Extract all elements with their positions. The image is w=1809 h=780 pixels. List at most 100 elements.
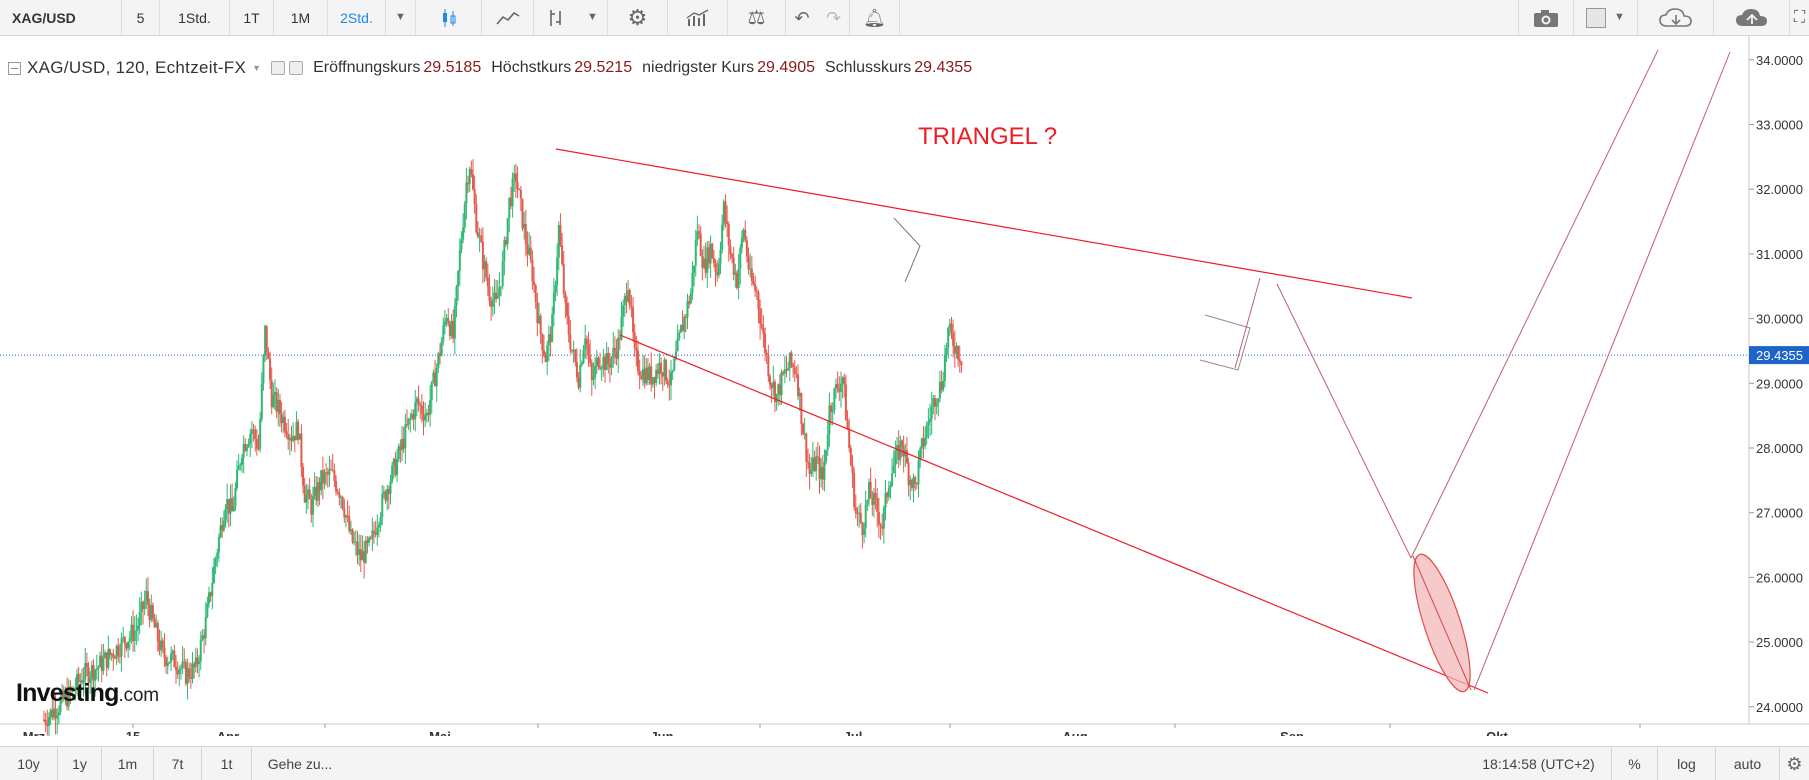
candle-body — [637, 350, 639, 371]
low-value: 29.4905 — [757, 59, 815, 76]
line-chart-button[interactable] — [482, 0, 534, 35]
screenshot-button[interactable] — [1518, 0, 1574, 35]
candle-body — [460, 239, 463, 250]
log-label: log — [1677, 755, 1696, 772]
candle-body — [679, 325, 682, 333]
candle-body — [241, 458, 243, 465]
candle-body — [755, 290, 758, 293]
candle-body — [62, 690, 65, 700]
candle-body — [808, 462, 811, 474]
candle-body — [960, 361, 963, 366]
interval-2std-label: 2Std. — [340, 9, 373, 26]
alert-button[interactable]: 🔔︎ — [850, 0, 900, 35]
price-chart[interactable]: 24.0000 25.0000 26.0000 27.0000 28.0000 29.00… — [0, 36, 1809, 736]
candle-body — [227, 499, 230, 514]
candle-body — [729, 245, 732, 255]
candle-body — [585, 338, 588, 345]
candle-body — [404, 424, 407, 449]
compare-button[interactable]: ⚖ — [728, 0, 786, 35]
candle-body — [856, 513, 859, 515]
indicators-button[interactable] — [668, 0, 728, 35]
candle-body — [133, 630, 136, 641]
settings-small-icon[interactable] — [289, 61, 304, 75]
legend-collapse-icon[interactable] — [8, 61, 21, 75]
candle-body — [661, 372, 664, 377]
clock-timezone[interactable]: 18:14:58 (UTC+2) — [1466, 747, 1612, 780]
range-10y[interactable]: 10y — [0, 747, 58, 780]
candle-body — [231, 498, 234, 512]
x-tick-label: Apr — [217, 729, 239, 736]
candle-body — [887, 487, 890, 498]
candle-body — [176, 669, 179, 675]
bar-chart-button[interactable] — [534, 0, 578, 35]
save-layout-button[interactable] — [1714, 0, 1790, 35]
candle-body — [501, 260, 504, 287]
candle-body — [51, 709, 54, 718]
interval-dropdown[interactable]: ▼ — [386, 0, 416, 35]
candle-body — [874, 492, 877, 498]
candle-body — [541, 333, 544, 351]
candle-body — [947, 327, 950, 348]
symbol-selector[interactable]: XAG/USD — [0, 0, 122, 35]
candle-body — [528, 247, 531, 255]
candle-body — [724, 201, 727, 222]
layout-dropdown[interactable]: ▼ — [1574, 0, 1638, 35]
bottom-settings-button[interactable]: ⚙ — [1780, 747, 1809, 780]
chart-type-dropdown[interactable]: ▼ — [578, 0, 608, 35]
candle-body — [303, 485, 306, 503]
candle-body — [825, 449, 828, 462]
auto-toggle[interactable]: auto — [1716, 747, 1780, 780]
candle-body — [800, 392, 803, 424]
caret-down-icon[interactable]: ▼ — [252, 62, 262, 73]
candle-body — [214, 558, 217, 567]
candle-body — [236, 470, 239, 489]
candle-body — [785, 369, 788, 371]
range-7t[interactable]: 7t — [154, 747, 202, 780]
candle-body — [775, 394, 778, 403]
range-1m[interactable]: 1m — [102, 747, 154, 780]
candle-body — [340, 496, 342, 498]
candle-body — [361, 551, 364, 561]
candle-body — [132, 624, 135, 641]
log-toggle[interactable]: log — [1658, 747, 1716, 780]
candle-body — [656, 369, 659, 374]
range-1y[interactable]: 1y — [58, 747, 102, 780]
goto-date-button[interactable]: Gehe zu... — [252, 747, 348, 780]
load-layout-button[interactable] — [1638, 0, 1714, 35]
range-1t[interactable]: 1t — [202, 747, 252, 780]
eye-icon[interactable] — [271, 61, 286, 75]
candle-body — [622, 305, 625, 317]
interval-1m[interactable]: 1M — [274, 0, 328, 35]
candle-body — [127, 641, 130, 649]
candle-body — [590, 362, 593, 380]
interval-1t[interactable]: 1T — [230, 0, 274, 35]
candle-body — [160, 640, 163, 651]
percent-toggle[interactable]: % — [1612, 747, 1658, 780]
candle-body — [156, 623, 159, 642]
candle-body — [765, 352, 768, 356]
candle-body — [881, 525, 884, 529]
candle-body — [107, 649, 110, 668]
candle-body — [219, 525, 222, 537]
candle-body — [371, 530, 374, 539]
candle-body — [363, 551, 366, 563]
candle-body — [663, 359, 666, 377]
candle-body — [556, 257, 559, 285]
fullscreen-button[interactable]: ⛶ — [1790, 0, 1809, 35]
clock-time: 18:14:58 (UTC+2) — [1482, 755, 1595, 772]
chart-area[interactable]: 24.0000 25.0000 26.0000 27.0000 28.0000 29.00… — [0, 36, 1809, 736]
candle-body — [429, 400, 432, 415]
candle-body — [777, 384, 780, 395]
candle-body — [318, 482, 321, 491]
undo-button[interactable]: ↶ — [786, 0, 818, 35]
redo-button[interactable]: ↷ — [818, 0, 850, 35]
candlestick-chart-button[interactable] — [416, 0, 482, 35]
interval-5[interactable]: 5 — [122, 0, 160, 35]
candle-body — [386, 489, 389, 501]
interval-2std[interactable]: 2Std. — [328, 0, 386, 35]
settings-button[interactable]: ⚙ — [608, 0, 668, 35]
candle-body — [351, 529, 354, 543]
interval-1std[interactable]: 1Std. — [160, 0, 230, 35]
candle-body — [927, 422, 930, 426]
candle-body — [892, 465, 895, 474]
